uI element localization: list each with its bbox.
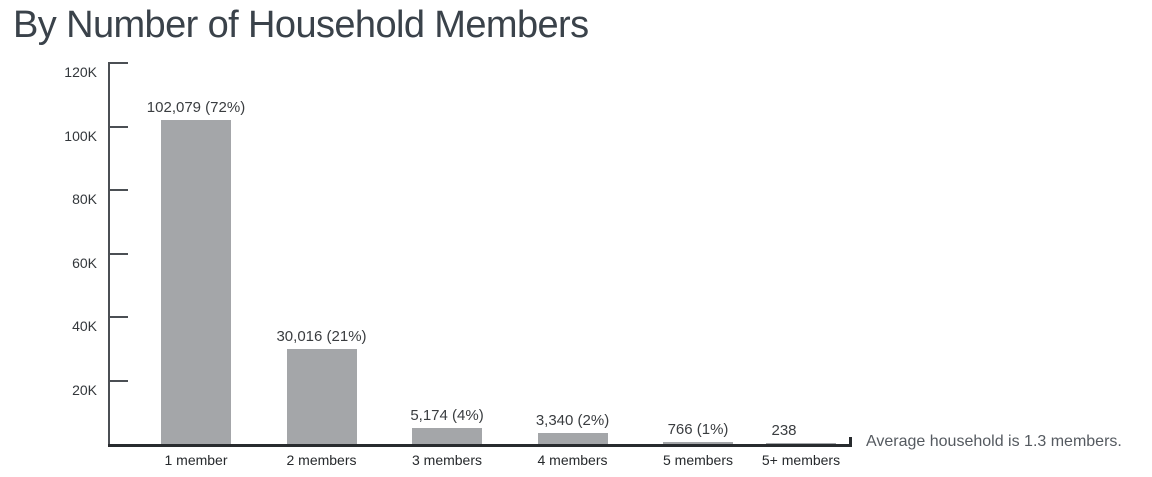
y-axis-tick bbox=[108, 252, 128, 255]
x-axis-label: 2 members bbox=[286, 452, 357, 468]
y-axis-tick-label: 40K bbox=[72, 318, 97, 334]
x-axis-label: 3 members bbox=[411, 452, 483, 468]
bar-value-label: 30,016 (21%) bbox=[276, 328, 367, 345]
y-axis-tick-label: 100K bbox=[64, 127, 97, 144]
x-axis-label: 4 members bbox=[537, 452, 608, 468]
axis-end-cap bbox=[849, 437, 852, 447]
bar-value-label: 5,174 (4%) bbox=[410, 407, 484, 424]
chart-title: By Number of Household Members bbox=[13, 4, 589, 46]
bar-4 bbox=[537, 433, 608, 444]
bar-1 bbox=[161, 120, 231, 444]
bar-3 bbox=[412, 428, 482, 444]
x-axis-label: 5 members bbox=[662, 452, 734, 468]
y-axis-tick-label: 120K bbox=[64, 64, 97, 80]
bar-6 bbox=[766, 443, 836, 444]
y-axis-tick bbox=[108, 62, 128, 64]
bar-value-label: 766 (1%) bbox=[667, 421, 729, 438]
bar-2 bbox=[286, 349, 357, 444]
y-axis-tick bbox=[108, 125, 128, 128]
annotation-text: Average household is 1.3 members. bbox=[866, 433, 1122, 450]
bar-value-label: 3,340 (2%) bbox=[535, 412, 610, 429]
y-axis-tick bbox=[108, 316, 128, 318]
y-axis-tick-label: 20K bbox=[72, 381, 97, 398]
x-axis-line bbox=[108, 444, 852, 447]
x-axis-label: 5+ members bbox=[761, 452, 841, 468]
x-axis-label: 1 member bbox=[164, 452, 228, 468]
bar-value-label: 102,079 (72%) bbox=[146, 99, 246, 116]
y-axis-tick bbox=[108, 189, 128, 191]
y-axis-tick bbox=[108, 379, 128, 382]
y-axis-tick-label: 60K bbox=[72, 254, 97, 271]
y-axis-tick-label: 80K bbox=[72, 191, 97, 207]
bar-5 bbox=[663, 442, 733, 444]
bar-value-label: 238 bbox=[771, 422, 797, 439]
